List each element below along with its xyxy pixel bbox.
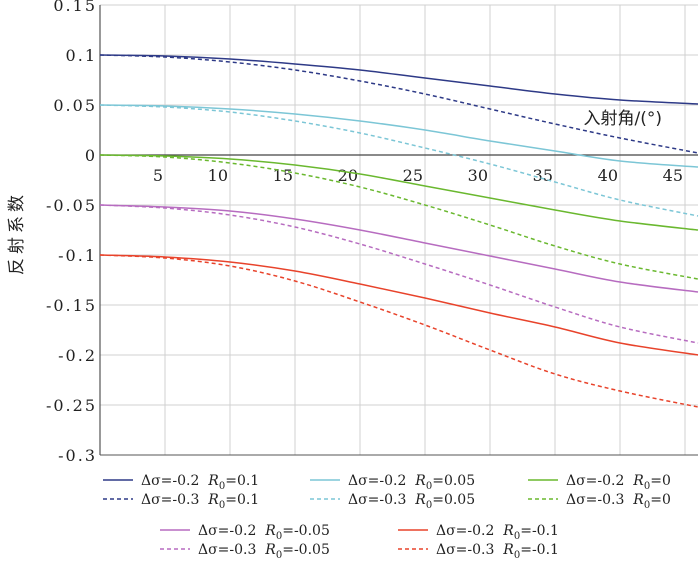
series-line-5 <box>99 154 699 231</box>
x-tick-label: 40 <box>598 166 618 185</box>
legend-item: Δσ=-0.2 R0=0.05 <box>310 473 475 492</box>
data-series <box>99 54 699 408</box>
legend-label: Δσ=-0.3 R0=0.1 <box>141 492 259 511</box>
y-tick-label: -0.1 <box>58 246 97 265</box>
y-tick-label: -0.25 <box>46 396 97 415</box>
y-tick-label: 0.1 <box>66 46 97 65</box>
legend-label: Δσ=-0.2 R0=0.1 <box>141 473 259 492</box>
series-line-6 <box>99 154 699 280</box>
legend-label: Δσ=-0.2 R0=0.05 <box>348 473 475 492</box>
series-line-4 <box>99 104 699 217</box>
series-line-1 <box>99 54 699 105</box>
series-line-7 <box>99 204 699 293</box>
y-tick-label: -0.2 <box>58 346 97 365</box>
legend-item: Δσ=-0.2 R0=-0.1 <box>398 523 559 542</box>
series-line-3 <box>99 104 699 168</box>
legend: Δσ=-0.2 R0=0.1Δσ=-0.3 R0=0.1 Δσ=-0.2 R0=0… <box>103 473 671 561</box>
series-line-8 <box>99 204 699 344</box>
legend-item: Δσ=-0.3 R0=-0.05 <box>160 542 330 561</box>
y-tick-label: 0 <box>85 146 97 165</box>
legend-label: Δσ=-0.2 R0=0 <box>566 473 671 492</box>
legend-item: Δσ=-0.3 R0=0 <box>528 492 671 511</box>
legend-label: Δσ=-0.3 R0=-0.05 <box>198 542 330 561</box>
legend-item: Δσ=-0.2 R0=0.1 <box>103 473 259 492</box>
x-tick-label: 20 <box>338 166 358 185</box>
x-tick-label: 15 <box>273 166 293 185</box>
legend-item: Δσ=-0.3 R0=0.05 <box>310 492 475 511</box>
y-axis-label: 反射系数 <box>7 191 27 275</box>
legend-label: Δσ=-0.3 R0=-0.1 <box>436 542 559 561</box>
y-tick-label: -0.05 <box>46 196 97 215</box>
y-tick-labels: 0.15 0.1 0.05 0 -0.05 -0.1 -0.15 -0.2 -0.25 -0.3 <box>46 0 97 465</box>
legend-label: Δσ=-0.2 R0=-0.05 <box>198 523 330 542</box>
legend-label: Δσ=-0.3 R0=0.05 <box>348 492 475 511</box>
x-tick-label: 30 <box>468 166 488 185</box>
series-line-10 <box>99 254 699 408</box>
legend-item: Δσ=-0.3 R0=0.1 <box>103 492 259 511</box>
x-tick-label: 10 <box>208 166 228 185</box>
series-line-9 <box>99 254 699 356</box>
x-tick-label: 5 <box>153 166 163 185</box>
y-tick-label: -0.15 <box>46 296 97 315</box>
y-tick-label: -0.3 <box>58 446 97 465</box>
x-tick-label: 35 <box>533 166 553 185</box>
axes <box>99 5 698 456</box>
legend-label: Δσ=-0.2 R0=-0.1 <box>436 523 559 542</box>
x-tick-label: 45 <box>663 166 683 185</box>
series-line-2 <box>99 54 699 154</box>
x-axis-label: 入射角/(°) <box>584 109 663 129</box>
y-tick-label: 0.05 <box>53 96 97 115</box>
legend-label: Δσ=-0.3 R0=0 <box>566 492 671 511</box>
x-tick-label: 25 <box>403 166 423 185</box>
legend-item: Δσ=-0.2 R0=-0.05 <box>160 523 330 542</box>
legend-item: Δσ=-0.3 R0=-0.1 <box>398 542 559 561</box>
legend-item: Δσ=-0.2 R0=0 <box>528 473 671 492</box>
y-tick-label: 0.15 <box>53 0 97 15</box>
